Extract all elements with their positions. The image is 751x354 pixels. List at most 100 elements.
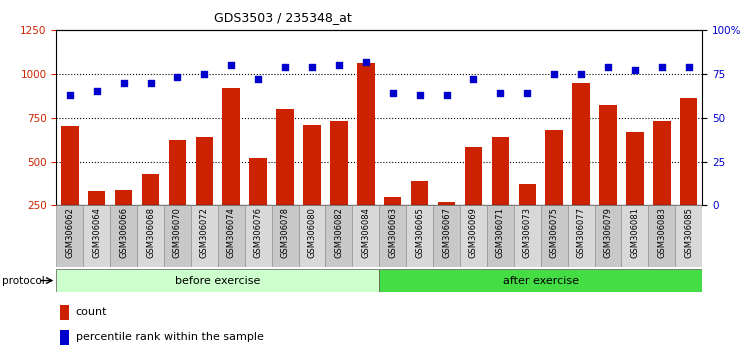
Point [171, 75, 183, 80]
Bar [245, 205, 272, 267]
Point [494, 90, 506, 96]
Bar [303, 125, 321, 249]
Bar [384, 196, 402, 249]
Bar [411, 181, 428, 249]
Bar [595, 205, 622, 267]
Text: GSM306070: GSM306070 [173, 207, 182, 258]
Bar [406, 205, 433, 267]
Bar [110, 205, 137, 267]
Text: GSM306076: GSM306076 [254, 207, 263, 258]
Point [118, 80, 130, 85]
Bar [195, 137, 213, 249]
Point [467, 76, 479, 82]
Bar [142, 174, 159, 249]
Bar [541, 205, 568, 267]
Bar [88, 191, 105, 249]
Bar [675, 205, 702, 267]
Point [387, 90, 399, 96]
Bar [572, 82, 590, 249]
Text: GSM306066: GSM306066 [119, 207, 128, 258]
Bar [59, 305, 69, 320]
Point [656, 64, 668, 70]
Bar [622, 205, 648, 267]
Point [64, 92, 76, 98]
Bar [222, 88, 240, 249]
Bar [545, 130, 563, 249]
Bar [56, 269, 379, 292]
Bar [249, 158, 267, 249]
Bar [460, 205, 487, 267]
Text: GSM306082: GSM306082 [334, 207, 343, 258]
Point [279, 64, 291, 70]
Bar [299, 205, 325, 267]
Bar [83, 205, 110, 267]
Bar [599, 105, 617, 249]
Bar [56, 205, 83, 267]
Text: GDS3503 / 235348_at: GDS3503 / 235348_at [213, 11, 351, 24]
Point [548, 71, 560, 77]
Point [91, 88, 103, 94]
Bar [653, 121, 671, 249]
Bar [492, 137, 509, 249]
Bar [325, 205, 352, 267]
Text: GSM306081: GSM306081 [630, 207, 639, 258]
Point [441, 92, 453, 98]
Bar [352, 205, 379, 267]
Bar [137, 205, 164, 267]
Text: GSM306069: GSM306069 [469, 207, 478, 258]
Point [602, 64, 614, 70]
Text: GSM306071: GSM306071 [496, 207, 505, 258]
Point [575, 71, 587, 77]
Text: GSM306067: GSM306067 [442, 207, 451, 258]
Point [521, 90, 533, 96]
Bar [433, 205, 460, 267]
Bar [438, 202, 455, 249]
Text: GSM306079: GSM306079 [604, 207, 613, 258]
Bar [218, 205, 245, 267]
Point [198, 71, 210, 77]
Point [629, 68, 641, 73]
Point [252, 76, 264, 82]
Point [360, 59, 372, 64]
Bar [330, 121, 348, 249]
Bar [680, 98, 698, 249]
Bar [626, 132, 644, 249]
Text: GSM306083: GSM306083 [657, 207, 666, 258]
Text: before exercise: before exercise [175, 275, 261, 286]
Text: after exercise: after exercise [502, 275, 579, 286]
Point [683, 64, 695, 70]
Text: GSM306075: GSM306075 [550, 207, 559, 258]
Bar [276, 109, 294, 249]
Bar [169, 141, 186, 249]
Bar [379, 269, 702, 292]
Bar [115, 189, 132, 249]
Text: GSM306072: GSM306072 [200, 207, 209, 258]
Text: GSM306073: GSM306073 [523, 207, 532, 258]
Bar [487, 205, 514, 267]
Text: GSM306062: GSM306062 [65, 207, 74, 258]
Text: GSM306080: GSM306080 [307, 207, 316, 258]
Bar [59, 330, 69, 344]
Point [414, 92, 426, 98]
Text: GSM306084: GSM306084 [361, 207, 370, 258]
Bar [514, 205, 541, 267]
Bar [518, 184, 536, 249]
Bar [191, 205, 218, 267]
Bar [648, 205, 675, 267]
Bar [272, 205, 299, 267]
Bar [568, 205, 595, 267]
Text: GSM306064: GSM306064 [92, 207, 101, 258]
Bar [379, 205, 406, 267]
Point [144, 80, 156, 85]
Text: GSM306068: GSM306068 [146, 207, 155, 258]
Text: percentile rank within the sample: percentile rank within the sample [76, 332, 264, 342]
Bar [164, 205, 191, 267]
Bar [357, 63, 375, 249]
Point [225, 62, 237, 68]
Bar [465, 148, 482, 249]
Text: GSM306085: GSM306085 [684, 207, 693, 258]
Text: GSM306065: GSM306065 [415, 207, 424, 258]
Text: GSM306063: GSM306063 [388, 207, 397, 258]
Text: GSM306074: GSM306074 [227, 207, 236, 258]
Text: GSM306078: GSM306078 [281, 207, 290, 258]
